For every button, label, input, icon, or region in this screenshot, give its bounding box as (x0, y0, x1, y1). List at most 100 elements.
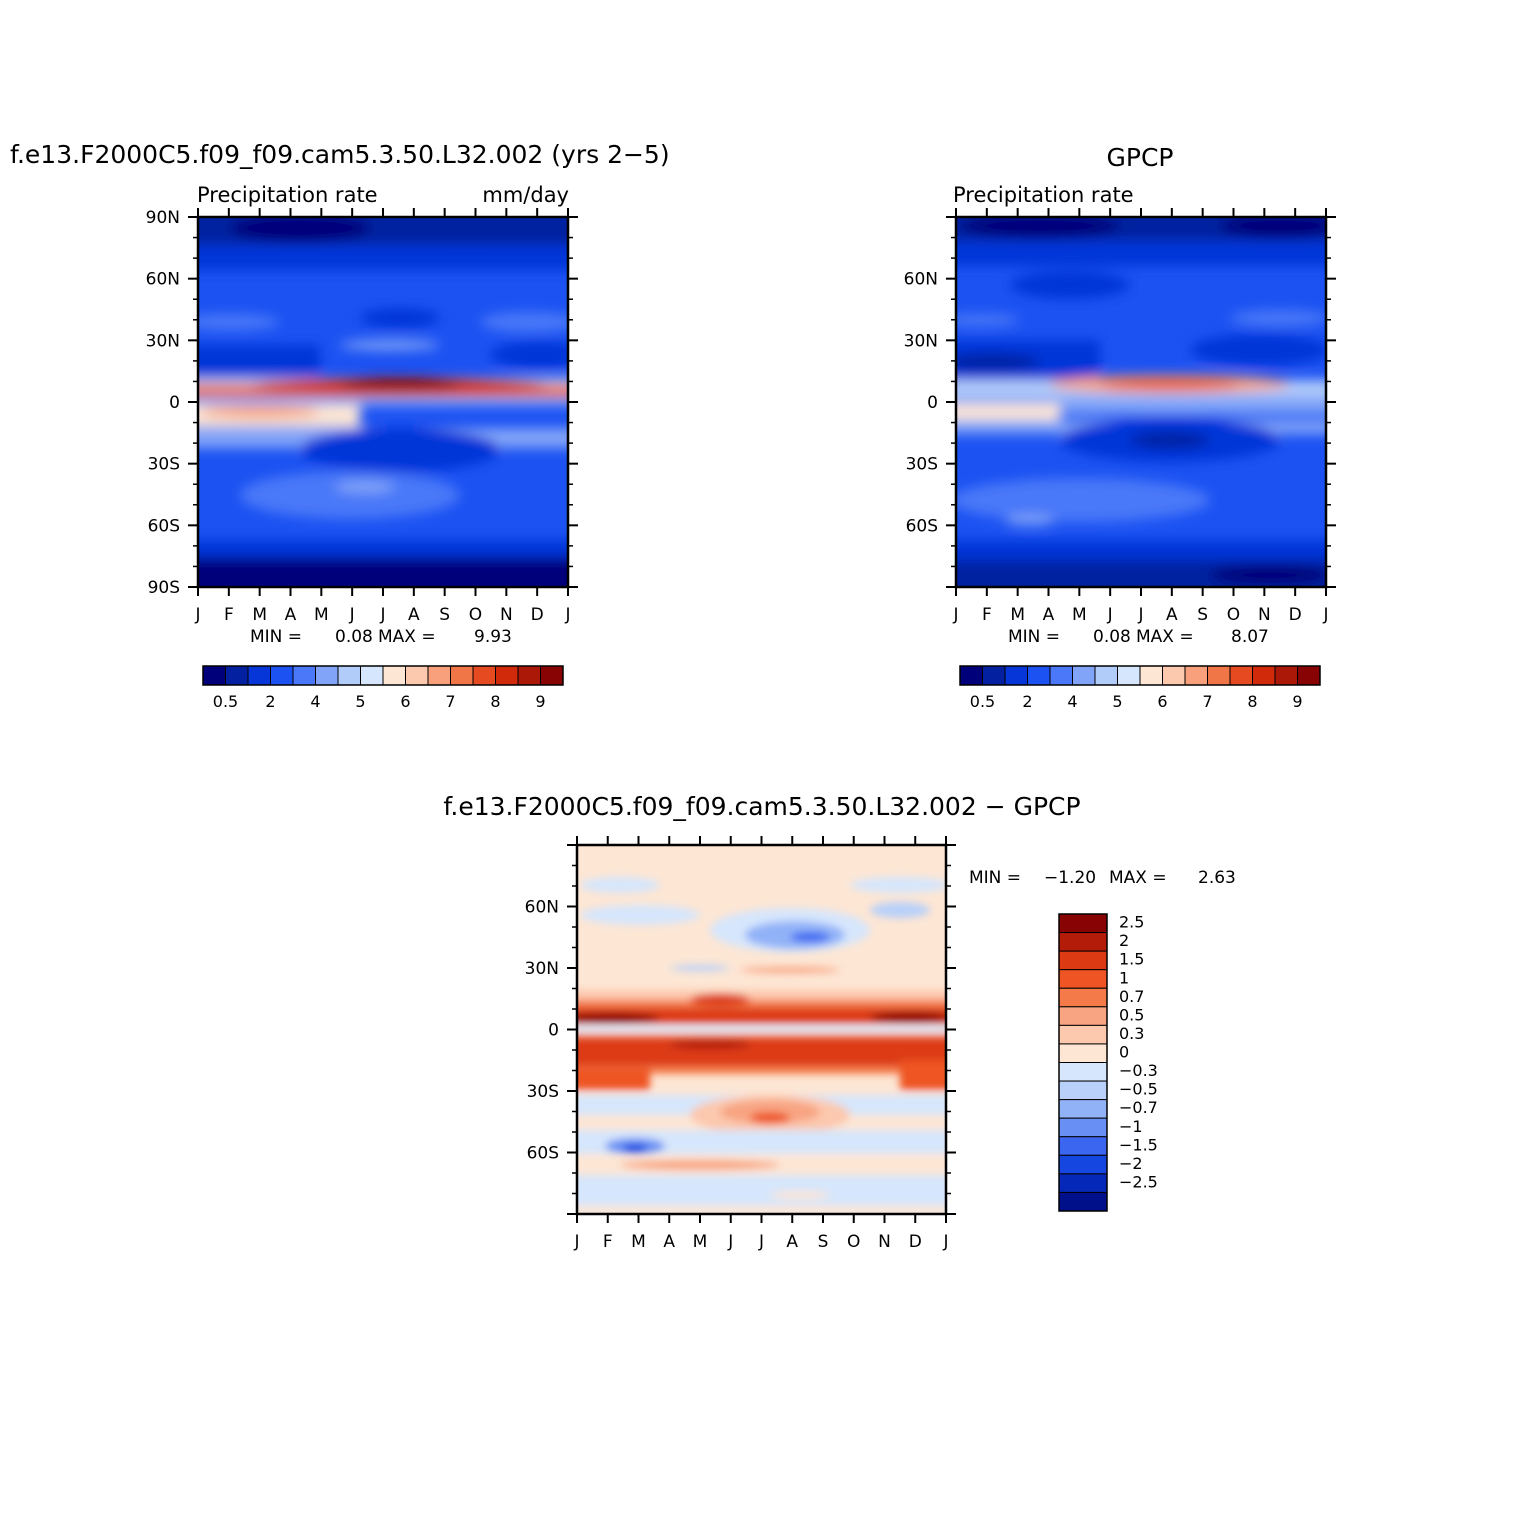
month-tick-label: O (1227, 605, 1240, 625)
colorbar-label: 4 (310, 692, 320, 711)
lat-tick-label: 30S (148, 455, 180, 475)
colorbar-label: −1.5 (1119, 1135, 1158, 1154)
obs-min-label: MIN = (1008, 627, 1060, 647)
month-tick-label: O (847, 1232, 860, 1252)
colorbar-swatch (1058, 969, 1108, 989)
model-colorbar: 0.5 2 4 5 6 7 8 9 (202, 665, 564, 711)
diff-min-value: −1.20 (1044, 868, 1096, 888)
colorbar-swatch (1027, 665, 1051, 686)
colorbar-label: −0.7 (1119, 1098, 1158, 1117)
colorbar-swatch (450, 665, 474, 686)
model-right-label: mm/day (482, 183, 569, 207)
colorbar-swatch (382, 665, 406, 686)
colorbar-label: −2 (1119, 1154, 1143, 1173)
colorbar-swatch (1058, 950, 1108, 971)
colorbar-swatch (1058, 1099, 1108, 1119)
colorbar-label: 2.5 (1119, 913, 1144, 932)
diff-max-label: MAX = (1109, 868, 1167, 888)
colorbar-swatch (225, 665, 249, 686)
colorbar-label: 8 (1247, 692, 1257, 711)
colorbar-label: 0.5 (970, 692, 995, 711)
month-tick-label: J (1322, 605, 1328, 625)
lat-tick-label: 30N (146, 331, 180, 351)
month-tick-label: S (439, 605, 450, 625)
colorbar-swatch (495, 665, 519, 686)
colorbar-label: 5 (1112, 692, 1122, 711)
obs-colorbar: 0.5 2 4 5 6 7 8 9 (959, 665, 1321, 711)
lat-tick-label: 90S (148, 578, 180, 598)
colorbar-label: −0.5 (1119, 1080, 1158, 1099)
colorbar-swatch (1058, 1080, 1108, 1101)
month-tick-label: A (786, 1232, 798, 1252)
month-tick-label: F (224, 605, 234, 625)
colorbar-label: 9 (1292, 692, 1302, 711)
colorbar-swatch (1049, 665, 1073, 686)
colorbar-label: 2 (1022, 692, 1032, 711)
colorbar-label: 0.5 (213, 692, 238, 711)
colorbar-label: 6 (400, 692, 410, 711)
colorbar-swatch (1252, 665, 1276, 686)
month-tick-label: A (1043, 605, 1055, 625)
month-tick-label: D (1289, 605, 1302, 625)
colorbar-label: 6 (1157, 692, 1167, 711)
lat-tick-label: 60N (525, 898, 559, 918)
month-tick-label: J (194, 605, 200, 625)
colorbar-label: 1.5 (1119, 950, 1144, 969)
colorbar-swatch (1004, 665, 1028, 686)
colorbar-label: 2 (1119, 931, 1129, 950)
model-left-label: Precipitation rate (197, 183, 378, 207)
colorbar-swatch (1058, 1117, 1108, 1138)
colorbar-swatch (1058, 932, 1108, 952)
model-max-value: 9.93 (474, 627, 512, 647)
month-tick-label: F (982, 605, 992, 625)
month-tick-label: J (727, 1232, 733, 1252)
month-tick-label: A (285, 605, 297, 625)
colorbar-swatch (405, 665, 429, 686)
colorbar-label: −2.5 (1119, 1172, 1158, 1191)
colorbar-swatch (202, 665, 226, 686)
model-title: f.e13.F2000C5.f09_f09.cam5.3.50.L32.002 … (10, 140, 670, 169)
month-tick-label: J (952, 605, 958, 625)
month-tick-label: M (1072, 605, 1087, 625)
lat-tick-label: 30N (525, 959, 559, 979)
colorbar-swatch (1162, 665, 1186, 686)
colorbar-swatch (1094, 665, 1118, 686)
month-tick-label: D (531, 605, 544, 625)
diff-title: f.e13.F2000C5.f09_f09.cam5.3.50.L32.002 … (443, 792, 1080, 821)
colorbar-frame (202, 665, 564, 686)
colorbar-label: 2 (265, 692, 275, 711)
colorbar-swatch (1058, 913, 1108, 934)
month-tick-label: A (1166, 605, 1178, 625)
colorbar-swatch (1058, 987, 1108, 1008)
lat-tick-label: 90N (146, 208, 180, 228)
month-tick-label: M (314, 605, 329, 625)
colorbar-label: 4 (1067, 692, 1077, 711)
colorbar-swatch (270, 665, 294, 686)
colorbar-swatch (982, 665, 1006, 686)
lat-tick-label: 0 (927, 393, 938, 413)
colorbar-swatch (292, 665, 316, 686)
month-tick-label: N (500, 605, 513, 625)
month-tick-label: J (379, 605, 385, 625)
colorbar-swatch (1139, 665, 1163, 686)
obs-left-label: Precipitation rate (953, 183, 1134, 207)
lat-tick-label: 30S (527, 1082, 559, 1102)
colorbar-swatch (540, 665, 564, 686)
colorbar-label: −0.3 (1119, 1061, 1158, 1080)
month-tick-label: A (408, 605, 420, 625)
colorbar-label: 7 (1202, 692, 1212, 711)
obs-min-value: 0.08 (1093, 627, 1131, 647)
diff-panel: f.e13.F2000C5.f09_f09.cam5.3.50.L32.002 … (443, 792, 1235, 1252)
colorbar-swatch (337, 665, 361, 686)
month-tick-label: D (909, 1232, 922, 1252)
obs-field (956, 217, 1326, 587)
colorbar-label: 9 (535, 692, 545, 711)
colorbar-swatch (1207, 665, 1231, 686)
model-panel: f.e13.F2000C5.f09_f09.cam5.3.50.L32.002 … (10, 140, 670, 711)
model-min-value: 0.08 (335, 627, 373, 647)
obs-max-label: MAX = (1136, 627, 1194, 647)
model-field (198, 217, 568, 587)
month-tick-label: M (693, 1232, 708, 1252)
